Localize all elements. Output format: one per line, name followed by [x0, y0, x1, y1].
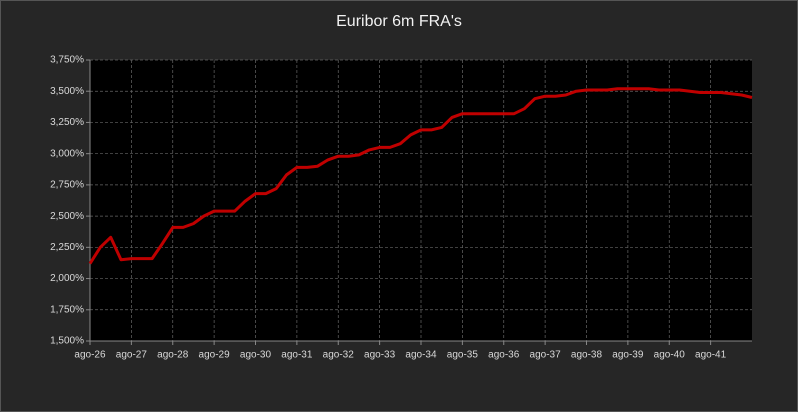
x-tick-label: ago-32	[323, 350, 355, 361]
y-tick-label: 1,500%	[50, 336, 84, 347]
chart-title: Euribor 6m FRA's	[336, 13, 462, 30]
x-tick-label: ago-38	[571, 350, 603, 361]
y-tick-label: 1,750%	[50, 304, 84, 315]
y-tick-label: 3,000%	[50, 148, 84, 159]
y-tick-label: 3,750%	[50, 55, 84, 66]
x-tick-label: ago-40	[654, 350, 686, 361]
data-line	[88, 87, 753, 265]
y-tick-label: 2,250%	[50, 242, 84, 253]
x-tick-label: ago-30	[240, 350, 272, 361]
x-tick-label: ago-41	[695, 350, 727, 361]
y-tick-label: 3,250%	[50, 117, 84, 128]
x-tick-label: ago-33	[364, 350, 396, 361]
y-tick-label: 2,500%	[50, 211, 84, 222]
y-tick-label: 2,000%	[50, 273, 84, 284]
y-tick-label: 3,500%	[50, 86, 84, 97]
x-tick-label: ago-29	[199, 350, 231, 361]
x-tick-label: ago-36	[488, 350, 520, 361]
x-tick-label: ago-28	[157, 350, 189, 361]
x-tick-label: ago-39	[612, 350, 644, 361]
x-tick-label: ago-31	[281, 350, 313, 361]
x-tick-label: ago-27	[116, 350, 148, 361]
x-tick-label: ago-26	[74, 350, 106, 361]
x-tick-label: ago-34	[405, 350, 437, 361]
x-tick-label: ago-37	[530, 350, 562, 361]
x-tick-label: ago-35	[447, 350, 479, 361]
y-tick-label: 2,750%	[50, 180, 84, 191]
